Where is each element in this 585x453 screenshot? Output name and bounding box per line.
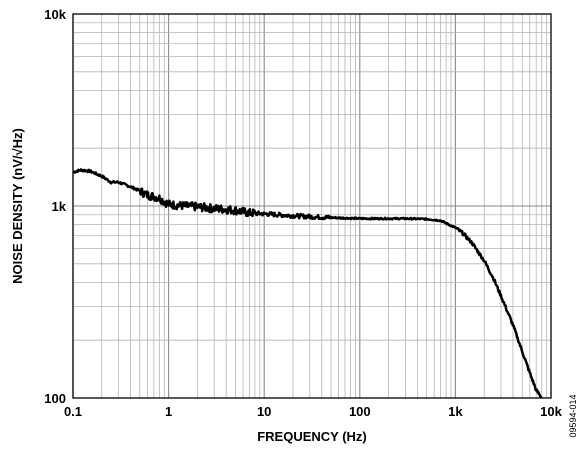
figure-id: 09594-014 <box>568 394 578 437</box>
y-tick-labels: 100 1k 10k <box>44 7 66 406</box>
y-tick-label: 10k <box>44 7 66 22</box>
series-line-noise-density <box>72 168 543 399</box>
x-tick-label: 10k <box>540 404 562 419</box>
chart-grid <box>72 14 551 399</box>
x-tick-label: 10 <box>257 404 271 419</box>
x-tick-label: 0.1 <box>64 404 82 419</box>
y-axis-title: NOISE DENSITY (nV/√Hz) <box>10 128 25 284</box>
plot-frame <box>72 13 552 399</box>
x-tick-labels: 0.1 1 10 100 1k 10k <box>64 404 563 419</box>
x-axis-title: FREQUENCY (Hz) <box>257 429 367 444</box>
x-tick-label: 1 <box>165 404 172 419</box>
y-tick-label: 100 <box>44 391 66 406</box>
x-tick-label: 1k <box>448 404 463 419</box>
x-tick-label: 100 <box>349 404 371 419</box>
y-tick-label: 1k <box>52 199 67 214</box>
